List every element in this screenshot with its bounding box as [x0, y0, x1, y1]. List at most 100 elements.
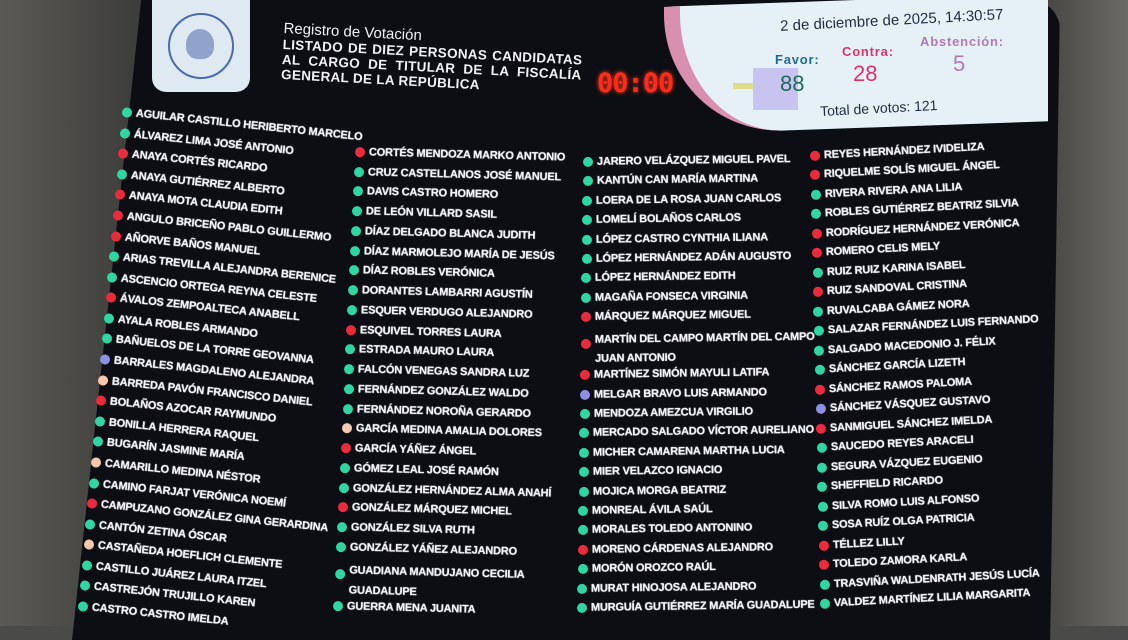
- vote-status-dot-icon: [353, 166, 365, 177]
- vote-status-dot-icon: [580, 338, 591, 349]
- contra-label: Contra:: [842, 44, 894, 59]
- vote-status-dot-icon: [582, 156, 594, 167]
- vote-status-dot-icon: [810, 189, 822, 200]
- abstencion-label: Abstención:: [920, 34, 1004, 49]
- vote-status-dot-icon: [335, 541, 346, 553]
- senator-row: MARTÍN DEL CAMPO MARTÍN DEL CAMPO JUAN AN…: [580, 327, 814, 369]
- vote-status-dot-icon: [581, 273, 592, 284]
- vote-status-dot-icon: [814, 364, 826, 376]
- vote-status-dot-icon: [577, 544, 588, 555]
- vote-status-dot-icon: [339, 462, 350, 474]
- vote-status-dot-icon: [354, 147, 366, 158]
- senator-row: MORÓN OROZCO RAÚL: [577, 561, 715, 576]
- senator-name: MONREAL ÁVILA SAÚL: [592, 503, 713, 517]
- vote-status-dot-icon: [579, 389, 590, 400]
- vote-status-dot-icon: [817, 520, 829, 532]
- senator-row: MENDOZA AMEZCUA VIRGILIO: [579, 406, 753, 421]
- vote-status-dot-icon: [332, 601, 344, 612]
- vote-status-dot-icon: [105, 292, 117, 304]
- senator-name: MOJICA MORGA BEATRIZ: [592, 483, 726, 498]
- vote-status-dot-icon: [580, 370, 591, 381]
- senator-name: MÁRQUEZ MÁRQUEZ MIGUEL: [594, 308, 751, 323]
- senator-name: MARTÍN DEL CAMPO MARTÍN DEL CAMPO JUAN AN…: [594, 330, 815, 365]
- vote-status-dot-icon: [83, 539, 95, 551]
- vote-status-dot-icon: [577, 525, 589, 536]
- vote-status-dot-icon: [341, 423, 352, 434]
- senator-name: LÓPEZ CASTRO CYNTHIA ILIANA: [595, 230, 769, 246]
- senator-row: LOERA DE LA ROSA JUAN CARLOS: [582, 192, 782, 208]
- vote-status-dot-icon: [88, 477, 100, 489]
- senator-name: JARERO VELÁZQUEZ MIGUEL PAVEL: [596, 153, 791, 168]
- vote-status-dot-icon: [812, 286, 824, 298]
- seal-icon: [168, 13, 234, 79]
- senator-row: MOJICA MORGA BEATRIZ: [578, 483, 726, 499]
- vote-status-dot-icon: [103, 312, 115, 324]
- vote-status-dot-icon: [86, 498, 98, 510]
- vote-status-dot-icon: [119, 127, 131, 139]
- vote-status-dot-icon: [90, 456, 102, 468]
- vote-status-dot-icon: [110, 230, 122, 242]
- vote-status-dot-icon: [121, 107, 133, 119]
- vote-status-dot-icon: [812, 267, 823, 278]
- senator-row: MAGAÑA FONSECA VIRGINIA: [581, 289, 748, 304]
- vote-status-dot-icon: [578, 505, 589, 517]
- senator-name: MURAT HINOJOSA ALEJANDRO: [591, 580, 757, 595]
- vote-status-dot-icon: [112, 209, 124, 221]
- senator-name: LOERA DE LA ROSA JUAN CARLOS: [596, 192, 782, 207]
- timer: 00:00: [597, 68, 674, 99]
- vote-status-dot-icon: [810, 169, 821, 181]
- vote-status-dot-icon: [576, 602, 588, 613]
- vote-status-dot-icon: [81, 559, 93, 571]
- vote-status-dot-icon: [350, 245, 361, 256]
- senator-name: LOMELÍ BOLAÑOS CARLOS: [596, 211, 742, 226]
- vote-status-dot-icon: [811, 208, 822, 220]
- senator-row: LÓPEZ CASTRO CYNTHIA ILIANA: [581, 230, 769, 247]
- vote-status-dot-icon: [579, 408, 590, 420]
- vote-status-dot-icon: [579, 428, 590, 439]
- vote-status-dot-icon: [343, 383, 354, 395]
- vote-status-dot-icon: [809, 150, 821, 161]
- chart-bar-purple: [753, 68, 798, 110]
- vote-status-dot-icon: [99, 354, 111, 366]
- vote-status-dot-icon: [84, 518, 96, 530]
- vote-status-dot-icon: [114, 189, 126, 201]
- vote-status-dot-icon: [345, 344, 356, 355]
- vote-status-dot-icon: [816, 462, 828, 473]
- vote-status-dot-icon: [582, 176, 593, 187]
- senator-name: MORÓN OROZCO RAÚL: [591, 561, 716, 576]
- senator-name: MELGAR BRAVO LUIS ARMANDO: [593, 386, 767, 401]
- senator-row: GUADIANA MANDUJANO CECILIA GUADALUPE: [334, 561, 525, 605]
- senator-row: MONREAL ÁVILA SAÚL: [578, 503, 713, 518]
- vote-status-dot-icon: [352, 206, 363, 217]
- vote-status-dot-icon: [117, 148, 129, 160]
- vote-status-dot-icon: [582, 215, 593, 226]
- vote-status-dot-icon: [342, 403, 353, 414]
- vote-status-dot-icon: [819, 598, 831, 609]
- vote-status-dot-icon: [581, 253, 592, 264]
- vote-status-dot-icon: [334, 568, 346, 579]
- senator-row: MIER VELAZCO IGNACIO: [578, 464, 722, 479]
- vote-status-dot-icon: [811, 228, 822, 239]
- vote-status-dot-icon: [813, 325, 825, 337]
- vote-status-dot-icon: [347, 304, 358, 316]
- vote-status-dot-icon: [349, 265, 360, 276]
- vote-status-dot-icon: [579, 447, 590, 458]
- senator-row: LÓPEZ HERNÁNDEZ EDITH: [581, 270, 736, 285]
- vote-status-dot-icon: [816, 442, 827, 454]
- vote-status-dot-icon: [811, 247, 823, 259]
- favor-count: 88: [780, 71, 805, 96]
- senator-row: MELGAR BRAVO LUIS ARMANDO: [579, 386, 767, 402]
- vote-status-dot-icon: [582, 195, 593, 206]
- senator-row: MÁRQUEZ MÁRQUEZ MIGUEL: [580, 308, 751, 324]
- senator-row: LOMELÍ BOLAÑOS CARLOS: [582, 212, 741, 227]
- vote-status-dot-icon: [817, 501, 829, 512]
- vote-status-dot-icon: [813, 306, 824, 317]
- vote-status-dot-icon: [577, 564, 588, 575]
- vote-status-dot-icon: [819, 578, 830, 590]
- vote-status-dot-icon: [95, 395, 107, 407]
- vote-status-dot-icon: [351, 225, 362, 237]
- vote-status-dot-icon: [815, 403, 826, 415]
- vote-status-dot-icon: [340, 443, 351, 454]
- vote-status-dot-icon: [581, 292, 592, 303]
- vote-status-dot-icon: [577, 583, 588, 594]
